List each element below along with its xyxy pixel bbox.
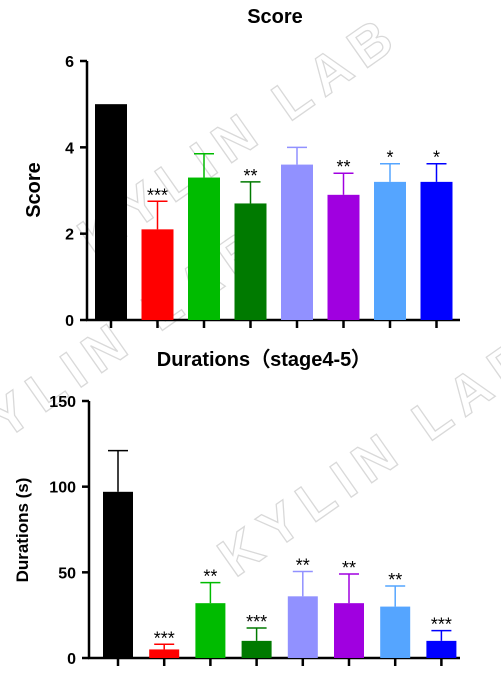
significance-label: ** xyxy=(336,157,350,177)
bar xyxy=(380,606,411,658)
y-tick-label: 4 xyxy=(65,140,74,157)
bar xyxy=(103,491,133,658)
chart-title: Durations（stage4-5） xyxy=(157,348,372,371)
significance-label: *** xyxy=(147,185,168,205)
durations-chart: Durations（stage4-5） Durations (s) 0 50 100 15… xyxy=(13,348,460,668)
bar xyxy=(195,603,226,658)
significance-label: *** xyxy=(246,612,267,632)
y-tick-label: 100 xyxy=(49,480,76,497)
significance-label: *** xyxy=(431,615,452,635)
y-tick-label: 50 xyxy=(58,565,76,582)
significance-label: ** xyxy=(388,570,402,590)
bar xyxy=(141,229,174,320)
bar xyxy=(327,194,360,320)
chart-title: Score xyxy=(247,6,303,28)
significance-label: ** xyxy=(342,558,356,578)
significance-label: *** xyxy=(154,628,175,648)
bar xyxy=(241,640,272,658)
y-axis-label: Durations (s) xyxy=(13,478,32,583)
bar xyxy=(426,640,457,658)
bar xyxy=(374,181,406,320)
significance-label: ** xyxy=(243,166,257,186)
bar xyxy=(420,181,453,320)
y-tick-label: 150 xyxy=(49,394,76,411)
significance-label: ** xyxy=(203,567,217,587)
significance-label: ** xyxy=(296,555,310,575)
bar xyxy=(188,177,220,320)
bar xyxy=(281,164,313,320)
y-tick-label: 0 xyxy=(67,651,76,668)
bar xyxy=(234,203,267,320)
y-tick-label: 2 xyxy=(65,227,74,244)
y-tick-label: 0 xyxy=(65,313,74,330)
bar xyxy=(287,596,318,658)
bar xyxy=(95,104,127,321)
bar xyxy=(149,649,180,658)
y-tick-label: 6 xyxy=(65,54,74,71)
y-axis-label: Score xyxy=(23,162,45,218)
bar xyxy=(334,603,364,658)
significance-label: * xyxy=(386,148,393,168)
significance-label: * xyxy=(433,148,440,168)
